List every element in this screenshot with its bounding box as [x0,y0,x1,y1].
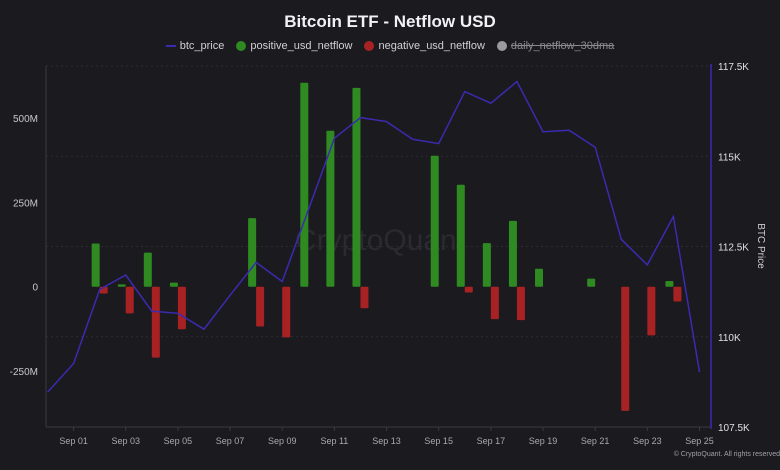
x-tick-label: Sep 19 [529,436,558,446]
negative-bar [621,286,630,411]
x-tick-label: Sep 09 [268,436,297,446]
red-dot-icon [364,41,375,51]
negative-bar [516,286,525,321]
positive-bar [248,218,257,287]
negative-bar [490,286,499,320]
positive-bar [430,155,439,287]
green-dot-icon [236,41,247,51]
legend-label: daily_netflow_30dma [510,40,615,52]
positive-bar [143,252,152,287]
left-tick-label: -250M [10,367,38,378]
positive-bar [352,87,361,287]
legend-label: positive_usd_netflow [250,40,353,52]
positive-bar [482,243,491,287]
left-tick-label: 0 [32,283,38,294]
x-tick-label: Sep 13 [372,436,401,446]
legend-item-btc-price[interactable]: btc_price [165,40,225,52]
x-tick-label: Sep 01 [59,436,88,446]
negative-bar [177,286,186,330]
right-axis-label: BTC Price [755,223,766,269]
positive-bar [508,220,517,287]
positive-bar [326,130,335,287]
legend-item-positive[interactable]: positive_usd_netflow [236,40,352,52]
legend: btc_price positive_usd_netflow negative_… [0,40,780,52]
positive-bar [169,282,178,287]
positive-bar [535,268,544,287]
x-tick-label: Sep 17 [477,436,506,446]
copyright: © CryptoQuant. All rights reserved [673,451,780,458]
x-tick-label: Sep 15 [424,436,453,446]
negative-bar [673,286,682,302]
legend-item-negative[interactable]: negative_usd_netflow [364,40,485,52]
left-tick-label: 500M [13,114,38,125]
negative-bar [647,286,656,336]
right-tick-label: 115K [718,152,741,163]
positive-bar [117,284,126,287]
negative-bar [125,286,134,314]
btc-price-line [46,80,701,393]
right-tick-label: 117.5K [718,62,749,73]
x-tick-label: Sep 21 [581,436,610,446]
positive-bar [456,184,465,287]
chart-title: Bitcoin ETF - Netflow USD [284,12,496,31]
positive-bar [587,278,596,287]
positive-bar [665,280,674,287]
legend-item-30dma[interactable]: daily_netflow_30dma [496,40,615,52]
negative-bar [256,286,265,327]
grey-dot-icon [496,41,507,51]
right-tick-label: 112.5K [718,243,749,254]
negative-bar [360,286,369,309]
x-tick-label: Sep 25 [685,436,714,446]
x-tick-label: Sep 23 [633,436,662,446]
negative-bar [282,286,291,338]
negative-bar [464,286,473,293]
negative-bar [151,286,160,358]
watermark: CryptoQuant [295,224,466,257]
legend-label: btc_price [179,40,225,52]
x-tick-label: Sep 11 [320,436,348,446]
left-tick-label: 250M [13,198,38,209]
right-tick-label: 110K [718,333,741,344]
positive-bar [300,82,309,287]
x-tick-label: Sep 05 [164,436,193,446]
line-symbol-icon [165,45,176,47]
right-tick-label: 107.5K [718,423,750,434]
x-tick-label: Sep 03 [111,436,140,446]
legend-label: negative_usd_netflow [378,40,485,52]
x-tick-label: Sep 07 [216,436,245,446]
positive-bar [91,243,100,287]
